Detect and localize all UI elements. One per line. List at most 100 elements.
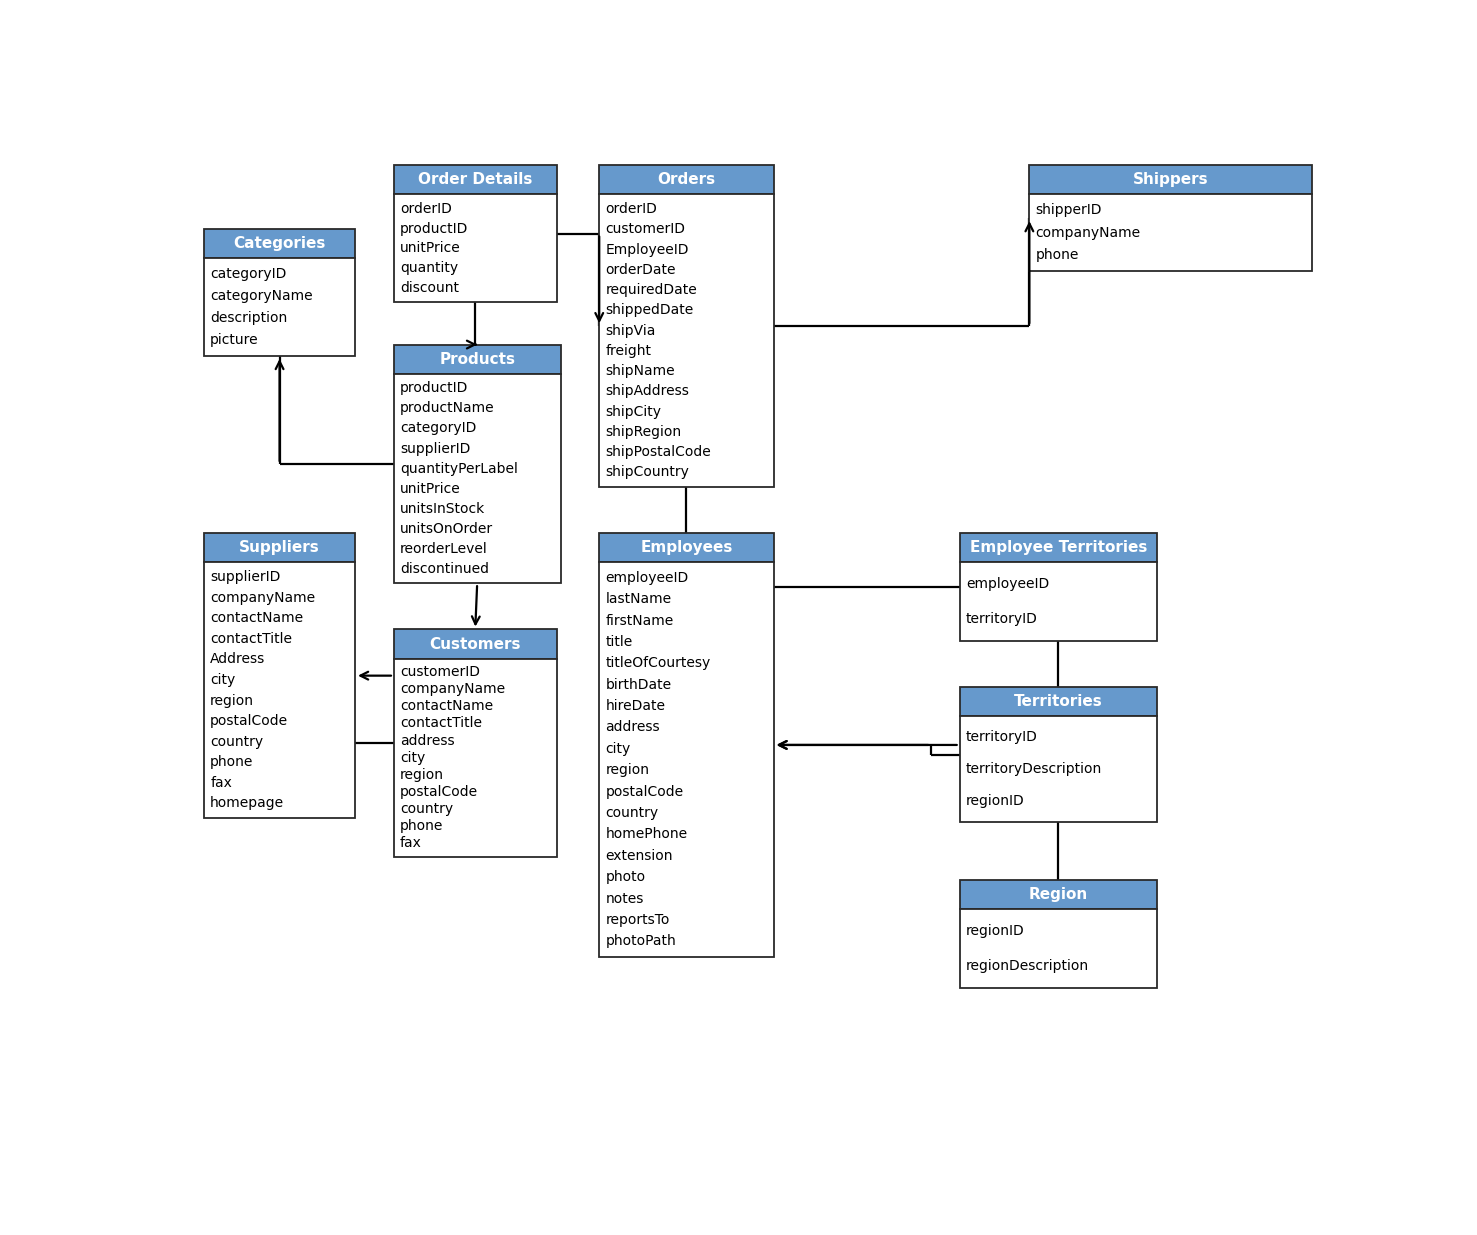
Text: address: address (400, 734, 455, 747)
Text: title: title (606, 635, 632, 648)
Text: Territories: Territories (1015, 694, 1103, 709)
Text: freight: freight (606, 343, 651, 358)
Text: firstName: firstName (606, 614, 674, 627)
Text: postalCode: postalCode (400, 785, 479, 799)
Text: homepage: homepage (210, 797, 285, 810)
Text: photoPath: photoPath (606, 935, 676, 948)
Text: titleOfCourtesy: titleOfCourtesy (606, 656, 710, 671)
Text: reorderLevel: reorderLevel (400, 542, 487, 556)
Text: Shippers: Shippers (1133, 172, 1208, 188)
Text: shipCountry: shipCountry (606, 466, 690, 479)
Text: country: country (606, 806, 659, 820)
Text: phone: phone (1035, 248, 1080, 263)
Text: contactTitle: contactTitle (400, 716, 482, 730)
Text: shippedDate: shippedDate (606, 304, 694, 317)
Text: unitsInStock: unitsInStock (400, 501, 486, 515)
Text: picture: picture (210, 333, 258, 347)
Text: requiredDate: requiredDate (606, 283, 697, 298)
Text: discontinued: discontinued (400, 562, 489, 576)
Text: companyName: companyName (400, 682, 505, 697)
Text: Address: Address (210, 652, 266, 667)
Text: reportsTo: reportsTo (606, 913, 671, 927)
Text: unitPrice: unitPrice (400, 241, 461, 256)
Text: contactTitle: contactTitle (210, 632, 292, 646)
Text: categoryID: categoryID (400, 421, 477, 436)
Text: supplierID: supplierID (210, 571, 281, 584)
FancyBboxPatch shape (600, 194, 774, 487)
Text: contactName: contactName (210, 611, 303, 625)
Text: Region: Region (1029, 887, 1089, 902)
Text: categoryID: categoryID (210, 267, 287, 282)
Text: discount: discount (400, 280, 459, 295)
Text: regionDescription: regionDescription (966, 958, 1089, 972)
Text: phone: phone (400, 819, 443, 834)
Text: shipPostalCode: shipPostalCode (606, 445, 712, 459)
Text: region: region (606, 763, 650, 777)
Text: Employee Territories: Employee Territories (970, 541, 1148, 556)
FancyBboxPatch shape (960, 909, 1158, 988)
Text: regionID: regionID (966, 924, 1025, 937)
Text: customerID: customerID (606, 222, 685, 236)
FancyBboxPatch shape (960, 534, 1158, 562)
Text: city: city (606, 742, 631, 756)
Text: orderDate: orderDate (606, 263, 676, 277)
Text: shipperID: shipperID (1035, 204, 1102, 217)
Text: fax: fax (400, 836, 422, 851)
Text: categoryName: categoryName (210, 289, 313, 303)
Text: unitPrice: unitPrice (400, 482, 461, 495)
Text: EmployeeID: EmployeeID (606, 242, 688, 257)
Text: orderID: orderID (606, 203, 657, 216)
Text: Order Details: Order Details (418, 172, 532, 188)
Text: country: country (400, 802, 453, 816)
Text: supplierID: supplierID (400, 441, 471, 456)
Text: unitsOnOrder: unitsOnOrder (400, 521, 493, 536)
Text: shipRegion: shipRegion (606, 425, 681, 438)
Text: productName: productName (400, 401, 495, 415)
Text: productID: productID (400, 221, 468, 236)
FancyBboxPatch shape (1029, 194, 1312, 272)
Text: city: city (400, 751, 425, 764)
Text: country: country (210, 735, 263, 748)
FancyBboxPatch shape (204, 534, 354, 562)
FancyBboxPatch shape (960, 562, 1158, 641)
Text: customerID: customerID (400, 664, 480, 679)
Text: Customers: Customers (430, 636, 521, 652)
Text: territoryID: territoryID (966, 730, 1038, 745)
Text: address: address (606, 720, 660, 735)
FancyBboxPatch shape (394, 374, 560, 583)
FancyBboxPatch shape (1029, 165, 1312, 194)
FancyBboxPatch shape (394, 658, 557, 857)
Text: homePhone: homePhone (606, 827, 688, 841)
Text: shipVia: shipVia (606, 324, 656, 337)
Text: orderID: orderID (400, 201, 452, 216)
Text: description: description (210, 311, 288, 325)
Text: Orders: Orders (657, 172, 715, 188)
Text: notes: notes (606, 892, 644, 905)
Text: extension: extension (606, 848, 674, 863)
Text: quantityPerLabel: quantityPerLabel (400, 462, 518, 475)
FancyBboxPatch shape (960, 687, 1158, 716)
Text: quantity: quantity (400, 261, 458, 275)
Text: Employees: Employees (640, 541, 733, 556)
Text: companyName: companyName (1035, 226, 1140, 240)
FancyBboxPatch shape (600, 534, 774, 562)
Text: contactName: contactName (400, 699, 493, 713)
Text: regionID: regionID (966, 794, 1025, 808)
FancyBboxPatch shape (394, 194, 557, 303)
Text: region: region (210, 694, 254, 708)
Text: phone: phone (210, 755, 254, 769)
FancyBboxPatch shape (600, 165, 774, 194)
Text: fax: fax (210, 776, 232, 789)
FancyBboxPatch shape (204, 562, 354, 818)
Text: productID: productID (400, 382, 468, 395)
FancyBboxPatch shape (600, 562, 774, 957)
FancyBboxPatch shape (394, 630, 557, 658)
Text: lastName: lastName (606, 592, 672, 606)
FancyBboxPatch shape (394, 165, 557, 194)
Text: Suppliers: Suppliers (239, 541, 321, 556)
FancyBboxPatch shape (204, 228, 354, 258)
Text: shipCity: shipCity (606, 405, 662, 419)
FancyBboxPatch shape (394, 345, 560, 374)
Text: territoryID: territoryID (966, 613, 1038, 626)
Text: Categories: Categories (233, 236, 326, 251)
